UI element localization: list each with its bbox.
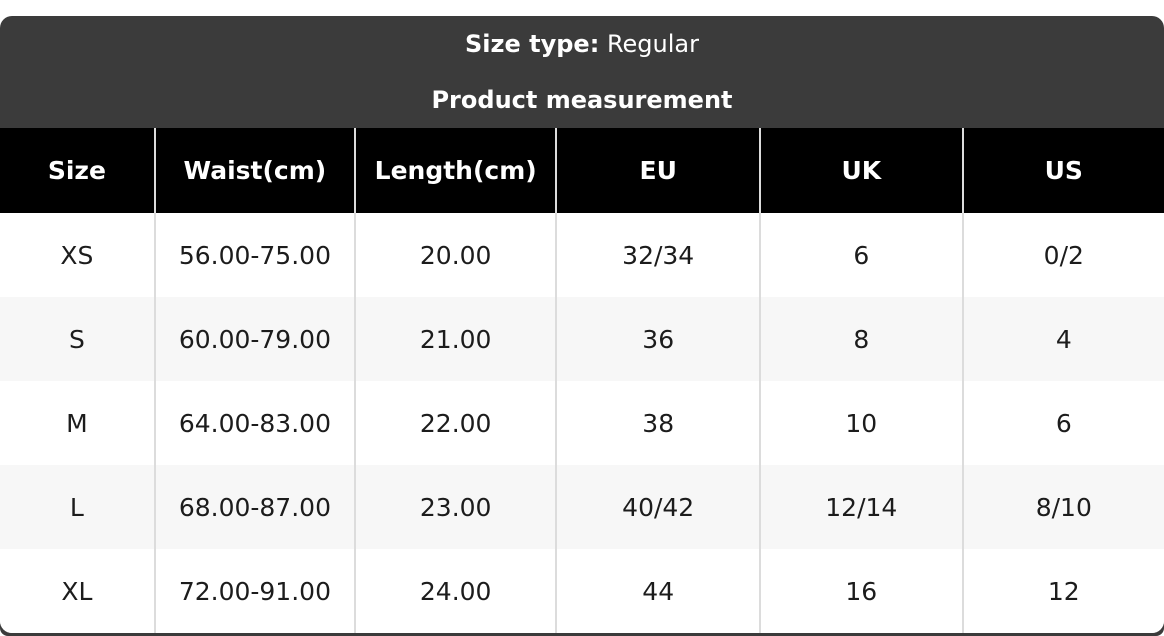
table-row: S 60.00-79.00 21.00 36 8 4 [0,297,1164,381]
table-cell: 56.00-75.00 [153,213,355,297]
table-cell: 0/2 [961,213,1164,297]
table-cell: 21.00 [353,297,557,381]
size-type-value: Regular [606,30,699,58]
size-type-label: Size type: [465,30,600,58]
table-row: L 68.00-87.00 23.00 40/42 12/14 8/10 [0,465,1164,549]
table-cell: S [0,297,155,381]
table-cell: 24.00 [353,549,557,633]
column-header-us: US [961,128,1164,213]
table-cell: 64.00-83.00 [153,381,355,465]
table-cell: 12 [961,549,1164,633]
table-cell: 60.00-79.00 [153,297,355,381]
table-cell: XS [0,213,155,297]
column-header-size: Size [0,128,155,213]
table-cell: 72.00-91.00 [153,549,355,633]
size-chart-widget: Size type: Regular Product measurement S… [0,16,1164,636]
table-cell: 12/14 [759,465,963,549]
table-cell: 23.00 [353,465,557,549]
column-header-waist-cm-: Waist(cm) [153,128,355,213]
column-header-uk: UK [759,128,963,213]
table-cell: XL [0,549,155,633]
size-table: Size Waist(cm) Length(cm) EU UK US XS 56.00-75… [0,128,1164,633]
table-cell: 38 [555,381,761,465]
table-cell: L [0,465,155,549]
column-header-length-cm-: Length(cm) [353,128,557,213]
table-cell: 68.00-87.00 [153,465,355,549]
table-cell: M [0,381,155,465]
table-cell: 40/42 [555,465,761,549]
column-header-eu: EU [555,128,761,213]
size-table-container: Size Waist(cm) Length(cm) EU UK US XS 56.00-75… [0,128,1164,633]
size-type-line: Size type: Regular [0,22,1164,66]
table-cell: 22.00 [353,381,557,465]
table-cell: 36 [555,297,761,381]
table-cell: 6 [759,213,963,297]
table-cell: 20.00 [353,213,557,297]
table-cell: 10 [759,381,963,465]
table-cell: 6 [961,381,1164,465]
product-measurement-title: Product measurement [431,86,733,114]
table-row: M 64.00-83.00 22.00 38 10 6 [0,381,1164,465]
size-chart-header-band: Size type: Regular Product measurement [0,16,1164,128]
table-cell: 32/34 [555,213,761,297]
table-cell: 16 [759,549,963,633]
table-cell: 8 [759,297,963,381]
table-row: XS 56.00-75.00 20.00 32/34 6 0/2 [0,213,1164,297]
table-header-row: Size Waist(cm) Length(cm) EU UK US [0,128,1164,213]
table-cell: 8/10 [961,465,1164,549]
table-cell: 44 [555,549,761,633]
table-cell: 4 [961,297,1164,381]
table-row: XL 72.00-91.00 24.00 44 16 12 [0,549,1164,633]
